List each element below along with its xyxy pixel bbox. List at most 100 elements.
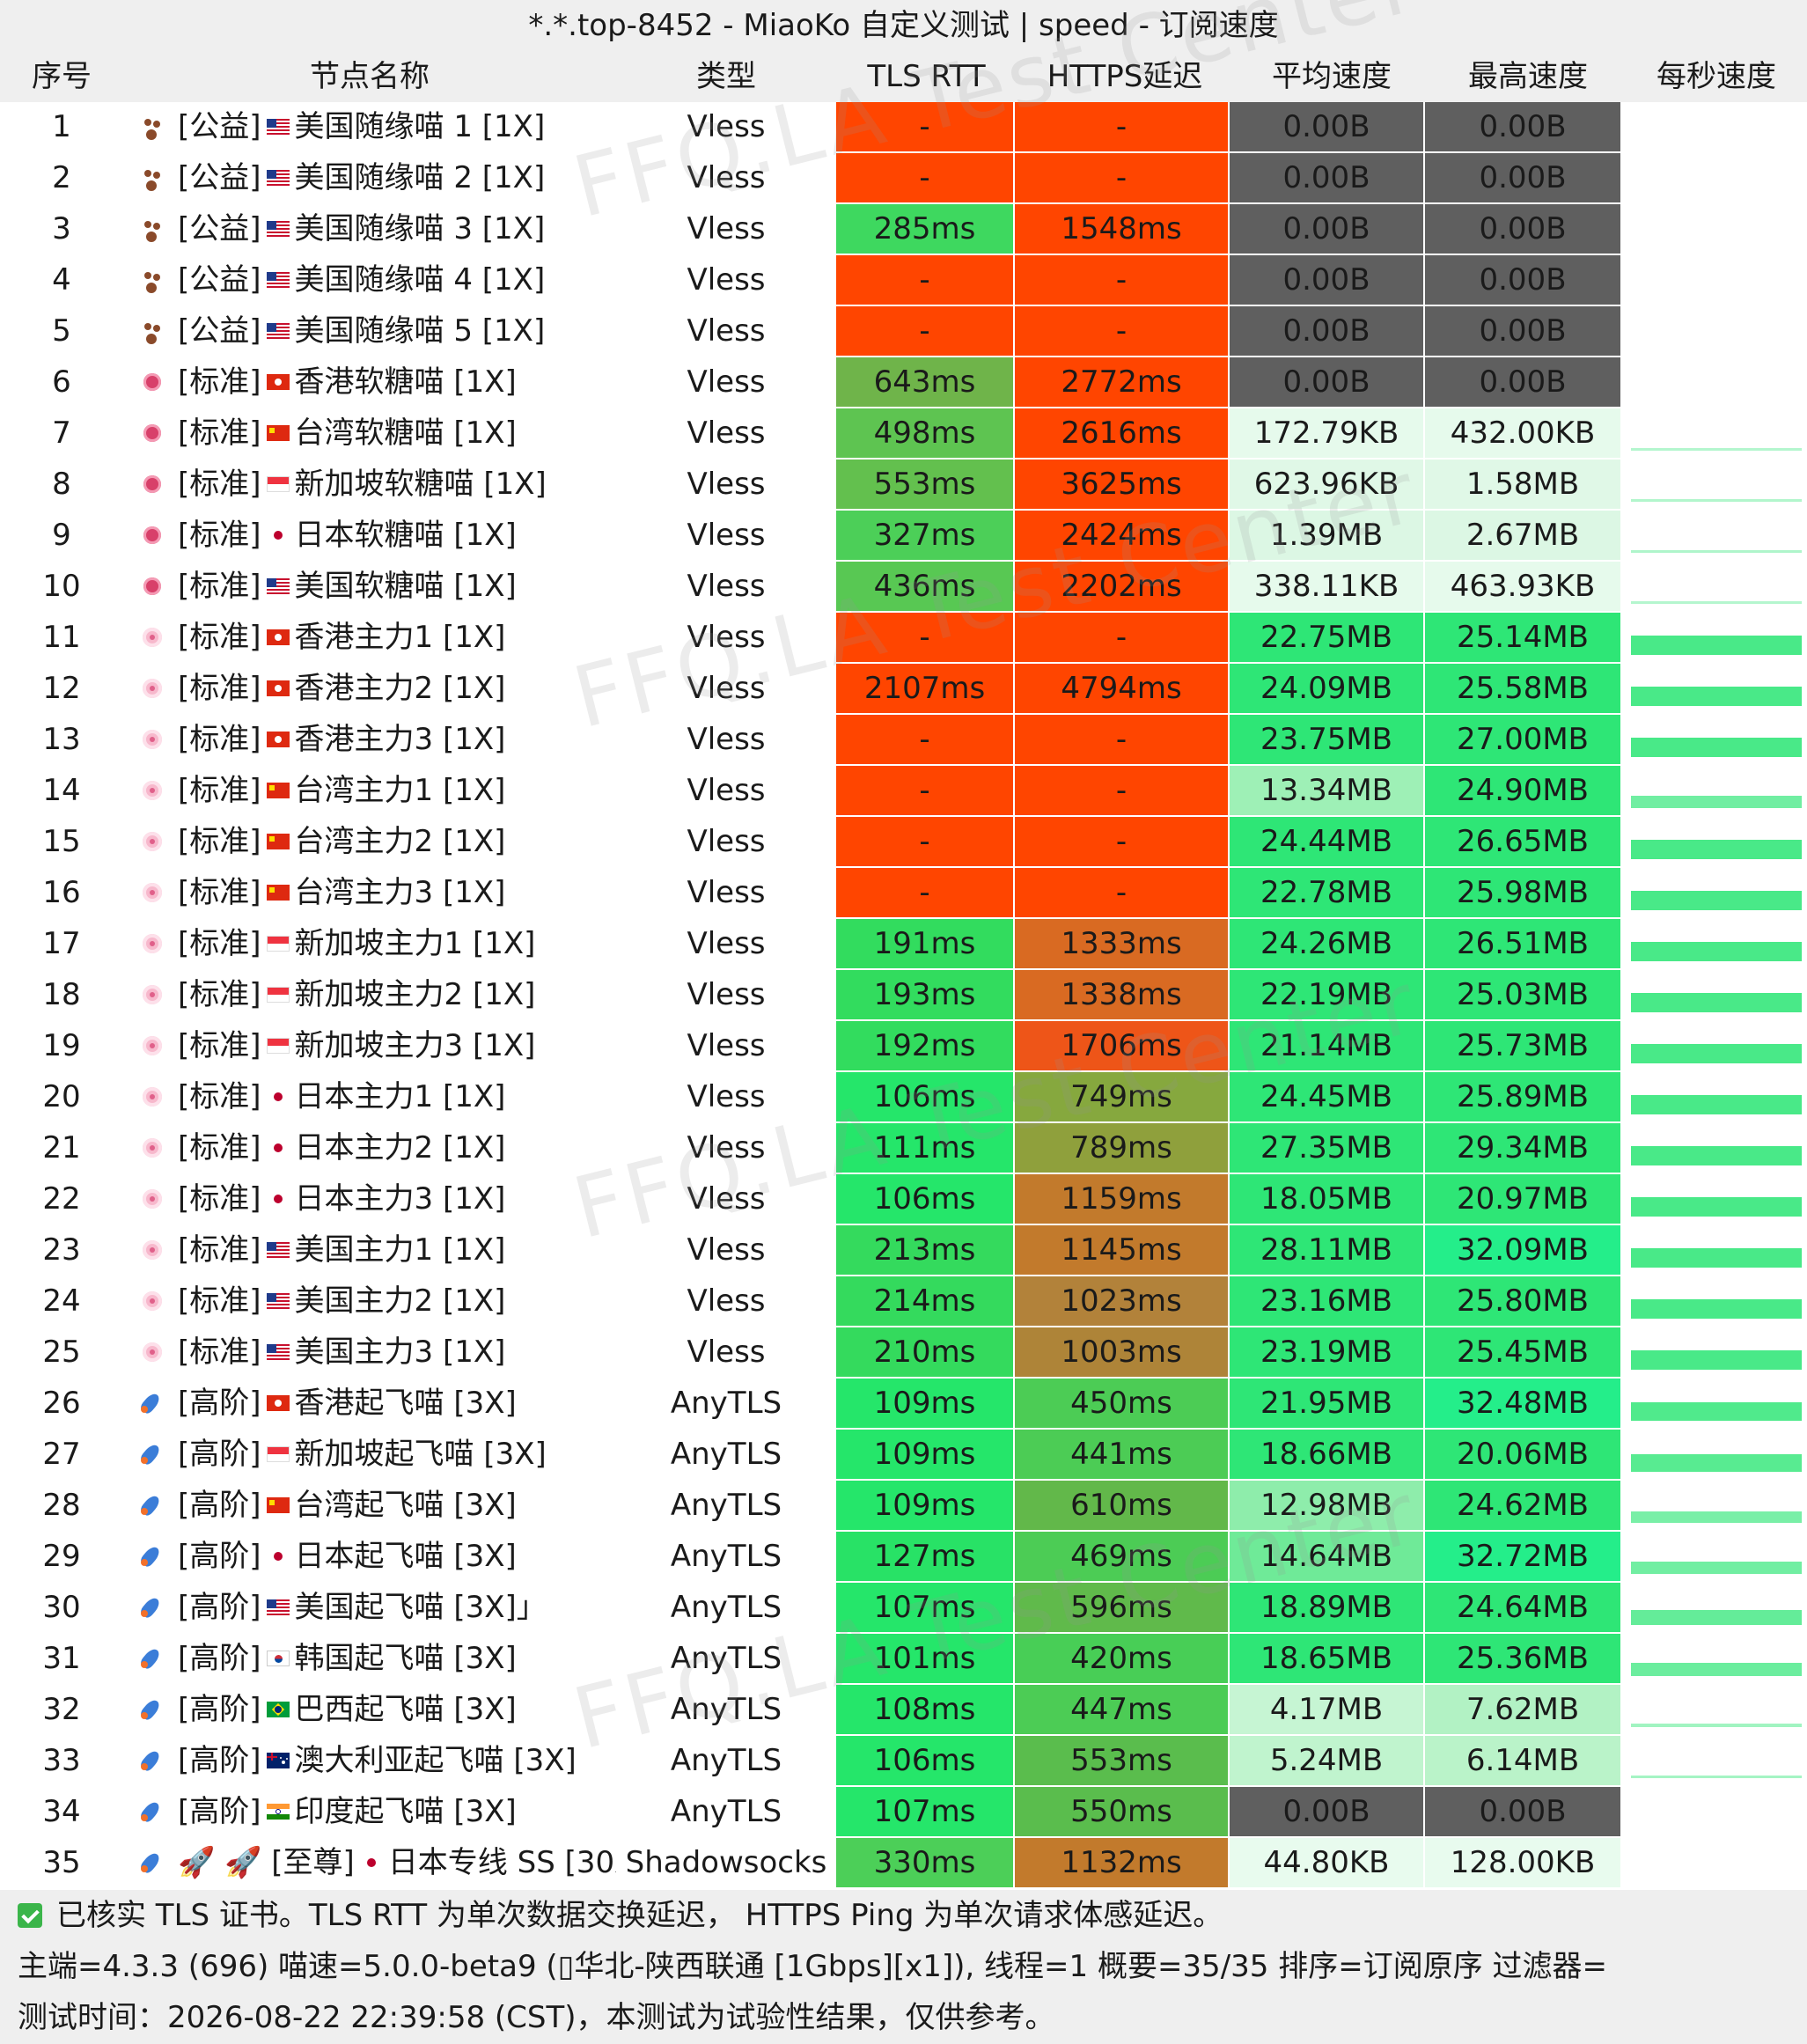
row-index: 29 — [42, 1539, 81, 1574]
max-speed: 0.00B — [1425, 153, 1620, 202]
node-type: Vless — [687, 1181, 766, 1217]
table-row[interactable]: 16 [标准] 台湾主力3 [1X] Vless - -22.78MB 25.98MB — [0, 868, 1807, 919]
table-row[interactable]: 29 [高阶] 日本起飞喵 [3X] AnyTLS 127ms 469ms 14.64MB 3… — [0, 1532, 1807, 1583]
rocket-icon — [139, 1696, 165, 1723]
tls-rtt: 106ms — [836, 1736, 1015, 1785]
table-row[interactable]: 4 [公益] 美国随缘喵 4 [1X] Vless - -0.00B 0.00B — [0, 255, 1807, 306]
table-row[interactable]: 2 [公益] 美国随缘喵 2 [1X] Vless - -0.00B 0.00B — [0, 153, 1807, 204]
table-row[interactable]: 10 [标准] 美国软糖喵 [1X] Vless 436ms 2202ms 338.11KB… — [0, 562, 1807, 613]
https-latency: 1338ms — [1015, 970, 1230, 1019]
https-latency: 1706ms — [1015, 1021, 1230, 1070]
https-latency: - — [1015, 255, 1230, 305]
https-latency: 450ms — [1015, 1379, 1230, 1428]
flag-hk-icon — [266, 374, 290, 390]
node-name: [标准] 香港主力1 [1X] — [123, 613, 616, 662]
col-max-header[interactable]: 最高速度 — [1468, 59, 1588, 94]
table-row[interactable]: 20 [标准] 日本主力1 [1X] Vless 106ms 749ms 24.45MB 25… — [0, 1072, 1807, 1123]
speed-sparkline — [1620, 1685, 1807, 1734]
max-speed: 20.97MB — [1425, 1174, 1620, 1224]
tls-rtt: 327ms — [836, 511, 1015, 560]
col-tls-header[interactable]: TLS RTT — [867, 59, 986, 94]
node-name: [标准] 新加坡主力3 [1X] — [123, 1021, 616, 1070]
node-tier: [高阶] — [178, 1794, 261, 1829]
table-row[interactable]: 13 [标准] 香港主力3 [1X] Vless - -23.75MB 27.00MB — [0, 715, 1807, 766]
col-spark-header[interactable]: 每秒速度 — [1656, 59, 1776, 94]
sparkline-bar — [1631, 1663, 1802, 1676]
node-tier: 🚀 🚀 [至尊] — [178, 1845, 355, 1880]
table-row[interactable]: 3 [公益] 美国随缘喵 3 [1X] Vless 285ms 1548ms 0.00B 0.… — [0, 204, 1807, 255]
table-row[interactable]: 32 [高阶] 巴西起飞喵 [3X] AnyTLS 108ms 447ms 4.17MB 7.… — [0, 1685, 1807, 1736]
row-index: 16 — [42, 875, 81, 910]
flag-cn-icon — [266, 783, 290, 798]
speed-sparkline — [1620, 357, 1807, 407]
col-index-header[interactable]: 序号 — [32, 59, 92, 94]
speed-sparkline — [1620, 1787, 1807, 1836]
table-row[interactable]: 26 [高阶] 香港起飞喵 [3X] AnyTLS 109ms 450ms 21.95MB 3… — [0, 1379, 1807, 1430]
table-row[interactable]: 31 [高阶] 韩国起飞喵 [3X] AnyTLS 101ms 420ms 18.65MB 2… — [0, 1634, 1807, 1685]
node-name: [高阶] 美国起飞喵 [3X]」 — [123, 1583, 616, 1632]
avg-speed: 18.65MB — [1230, 1634, 1425, 1683]
table-row[interactable]: 27 [高阶] 新加坡起飞喵 [3X] AnyTLS 109ms 441ms 18.66MB… — [0, 1430, 1807, 1481]
node-name: [标准] 美国主力1 [1X] — [123, 1225, 616, 1275]
tls-rtt: 210ms — [836, 1327, 1015, 1377]
table-row[interactable]: 1 [公益] 美国随缘喵 1 [1X] Vless - -0.00B 0.00B — [0, 102, 1807, 153]
tls-rtt: 436ms — [836, 562, 1015, 611]
flag-kr-icon — [266, 1651, 290, 1666]
table-row[interactable]: 9 [标准] 日本软糖喵 [1X] Vless 327ms 2424ms 1.39MB 2.6… — [0, 511, 1807, 562]
table-row[interactable]: 15 [标准] 台湾主力2 [1X] Vless - -24.44MB 26.65MB — [0, 817, 1807, 868]
row-index: 18 — [42, 977, 81, 1012]
sparkline-bar — [1631, 1610, 1802, 1625]
table-row[interactable]: 19 [标准] 新加坡主力3 [1X] Vless 192ms 1706ms 21.14MB… — [0, 1021, 1807, 1072]
table-row[interactable]: 22 [标准] 日本主力3 [1X] Vless 106ms 1159ms 18.05MB 2… — [0, 1174, 1807, 1225]
https-latency: 1023ms — [1015, 1276, 1230, 1326]
table-row[interactable]: 34 [高阶] 印度起飞喵 [3X] AnyTLS 107ms 550ms 0.00B 0.0… — [0, 1787, 1807, 1838]
node-tier: [高阶] — [178, 1590, 261, 1625]
table-row[interactable]: 12 [标准] 香港主力2 [1X] Vless 2107ms 4794ms 24.09MB… — [0, 664, 1807, 715]
table-row[interactable]: 30 [高阶] 美国起飞喵 [3X]」 AnyTLS 107ms 596ms 18.89MB… — [0, 1583, 1807, 1634]
node-type: Shadowsocks — [625, 1845, 827, 1880]
max-speed: 0.00B — [1425, 306, 1620, 356]
avg-speed: 0.00B — [1230, 1787, 1425, 1836]
table-row[interactable]: 33 [高阶] 澳大利亚起飞喵 [3X] AnyTLS 106ms 553ms 5.24MB… — [0, 1736, 1807, 1787]
table-row[interactable]: 8 [标准] 新加坡软糖喵 [1X] Vless 553ms 3625ms 623.96KB… — [0, 460, 1807, 511]
col-https-header[interactable]: HTTPS延迟 — [1047, 59, 1203, 94]
table-row[interactable]: 14 [标准] 台湾主力1 [1X] Vless - -13.34MB 24.90MB — [0, 766, 1807, 817]
paw-icon — [139, 114, 165, 140]
col-avg-header[interactable]: 平均速度 — [1272, 59, 1392, 94]
avg-speed: 22.78MB — [1230, 868, 1425, 917]
row-index: 21 — [42, 1130, 81, 1165]
table-row[interactable]: 5 [公益] 美国随缘喵 5 [1X] Vless - -0.00B 0.00B — [0, 306, 1807, 357]
col-name-header[interactable]: 节点名称 — [310, 59, 430, 94]
sparkline-bar — [1631, 1724, 1802, 1727]
sparkline-bar — [1631, 687, 1802, 706]
table-row[interactable]: 17 [标准] 新加坡主力1 [1X] Vless 191ms 1333ms 24.26MB… — [0, 919, 1807, 970]
https-latency: - — [1015, 102, 1230, 151]
table-row[interactable]: 24 [标准] 美国主力2 [1X] Vless 214ms 1023ms 23.16MB 2… — [0, 1276, 1807, 1327]
table-row[interactable]: 21 [标准] 日本主力2 [1X] Vless 111ms 789ms 27.35MB 29… — [0, 1123, 1807, 1174]
tls-rtt: 111ms — [836, 1123, 1015, 1173]
col-type-header[interactable]: 类型 — [696, 59, 756, 94]
sparkline-bar — [1631, 891, 1802, 910]
table-row[interactable]: 28 [高阶] 台湾起飞喵 [3X] AnyTLS 109ms 610ms 12.98MB 2… — [0, 1481, 1807, 1532]
table-row[interactable]: 23 [标准] 美国主力1 [1X] Vless 213ms 1145ms 28.11MB 3… — [0, 1225, 1807, 1276]
node-name: [标准] 台湾主力1 [1X] — [123, 766, 616, 815]
table-row[interactable]: 6 [标准] 香港软糖喵 [1X] Vless 643ms 2772ms 0.00B 0.00… — [0, 357, 1807, 408]
speed-sparkline — [1620, 1379, 1807, 1428]
avg-speed: 13.34MB — [1230, 766, 1425, 815]
table-row[interactable]: 7 [标准] 台湾软糖喵 [1X] Vless 498ms 2616ms 172.79KB 4… — [0, 408, 1807, 460]
max-speed: 32.48MB — [1425, 1379, 1620, 1428]
node-label: 美国随缘喵 2 [1X] — [294, 160, 546, 195]
row-index: 15 — [42, 824, 81, 859]
table-row[interactable]: 35🚀 🚀 [至尊]日本专线 SS [30X]Shadowsocks330ms1… — [0, 1838, 1807, 1889]
flag-us-icon — [266, 170, 290, 186]
flag-cn-icon — [266, 885, 290, 901]
flag-us-icon — [266, 578, 290, 594]
table-row[interactable]: 25 [标准] 美国主力3 [1X] Vless 210ms 1003ms 23.19MB 2… — [0, 1327, 1807, 1379]
node-type: Vless — [687, 1283, 766, 1319]
table-row[interactable]: 18 [标准] 新加坡主力2 [1X] Vless 193ms 1338ms 22.19MB… — [0, 970, 1807, 1021]
node-name: [标准] 日本主力3 [1X] — [123, 1174, 616, 1224]
avg-speed: 21.14MB — [1230, 1021, 1425, 1070]
table-row[interactable]: 11 [标准] 香港主力1 [1X] Vless - -22.75MB 25.14MB — [0, 613, 1807, 664]
tls-rtt: - — [836, 153, 1015, 202]
tls-rtt: 101ms — [836, 1634, 1015, 1683]
